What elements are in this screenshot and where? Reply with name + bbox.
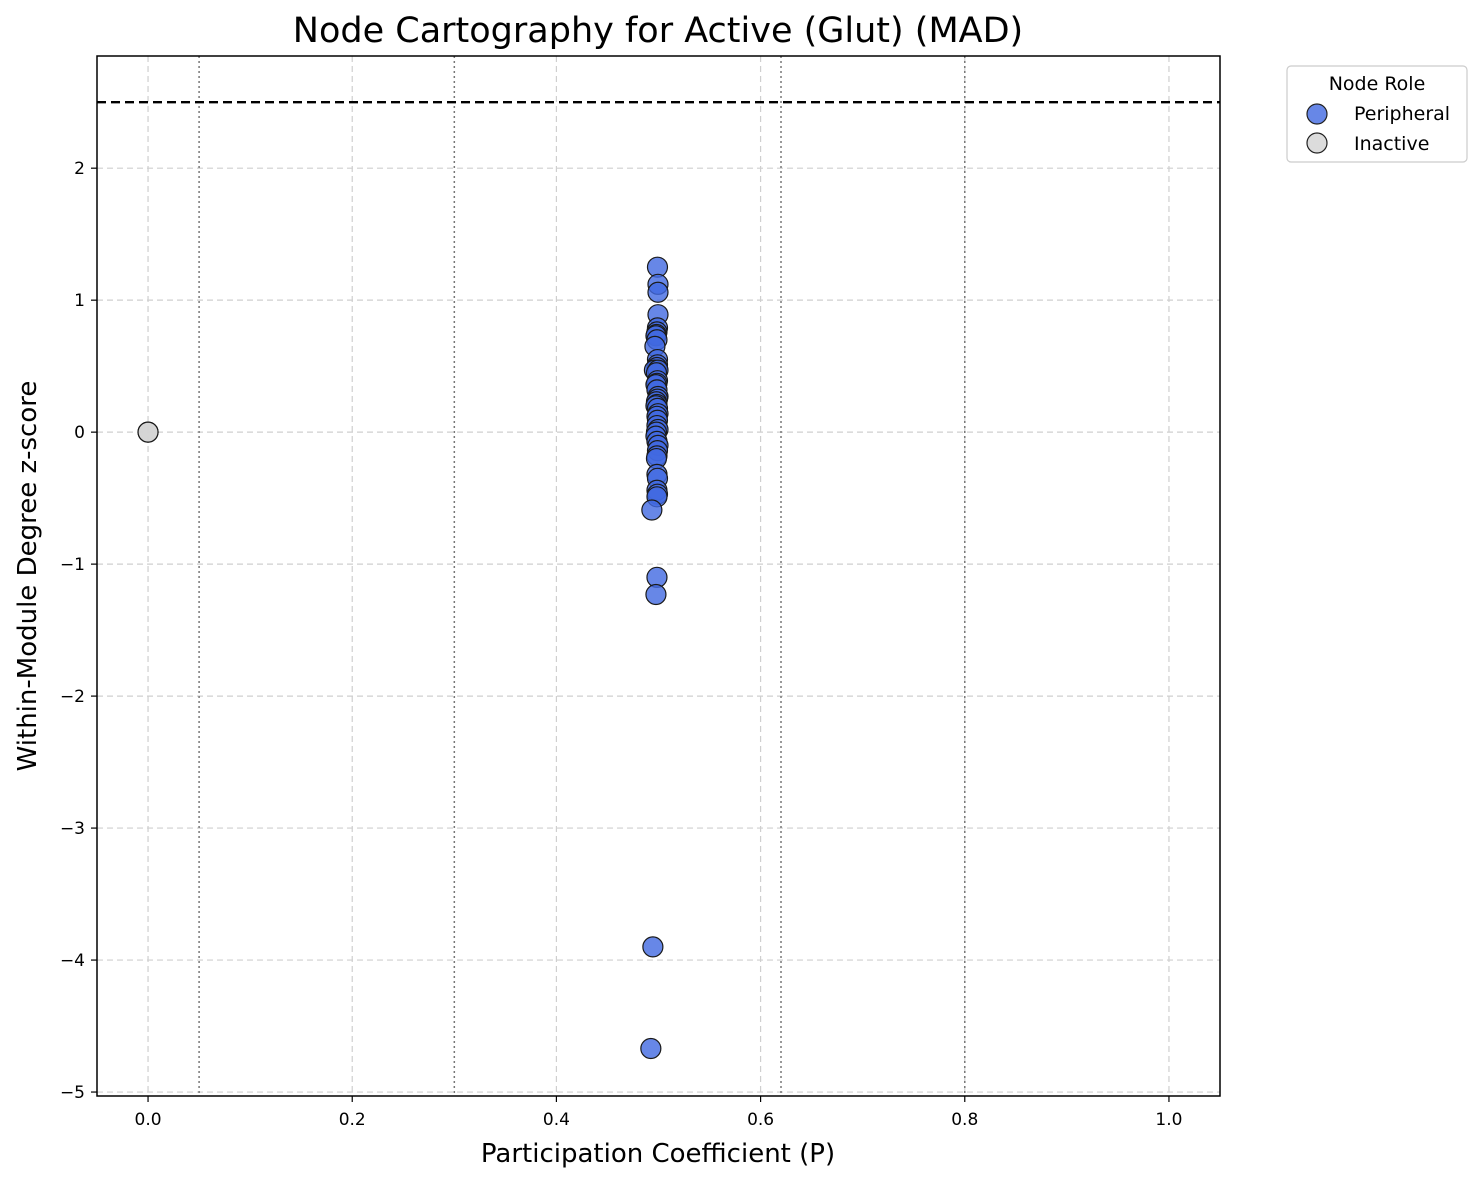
x-axis-ticks: 0.0 0.2 0.4 0.6 0.8 1.0 bbox=[135, 1096, 1182, 1130]
legend-marker-inactive bbox=[1306, 132, 1328, 154]
role-boundary-lines bbox=[198, 56, 966, 1096]
data-point-peripheral bbox=[642, 936, 664, 958]
data-points bbox=[137, 256, 669, 1060]
data-point-peripheral bbox=[645, 583, 667, 606]
plot-frame bbox=[96, 55, 1221, 1097]
legend-marker-peripheral bbox=[1306, 103, 1328, 125]
data-point-inactive bbox=[137, 421, 159, 443]
y-tick-label: −1 bbox=[60, 555, 85, 575]
x-tick-label: 0.6 bbox=[747, 1110, 774, 1130]
y-tick-label: 2 bbox=[74, 159, 85, 179]
legend: Node Role Peripheral Inactive bbox=[1286, 65, 1468, 163]
data-point-peripheral bbox=[640, 1037, 662, 1060]
chart-title: Node Cartography for Active (Glut) (MAD) bbox=[293, 11, 1023, 51]
y-axis-ticks: −5 −4 −3 −2 −1 0 1 2 bbox=[60, 159, 97, 1103]
y-axis-label: Within-Module Degree z-score bbox=[13, 381, 43, 772]
y-tick-label: −4 bbox=[60, 951, 85, 971]
legend-title: Node Role bbox=[1329, 73, 1426, 95]
x-tick-label: 1.0 bbox=[1155, 1110, 1182, 1130]
x-tick-label: 0.8 bbox=[951, 1110, 978, 1130]
x-tick-label: 0.4 bbox=[543, 1110, 570, 1130]
y-tick-label: −5 bbox=[60, 1083, 85, 1103]
x-axis-label: Participation Coefficient (P) bbox=[481, 1139, 835, 1169]
legend-frame bbox=[1286, 65, 1468, 163]
x-tick-label: 0.2 bbox=[339, 1110, 366, 1130]
data-point-peripheral bbox=[641, 499, 663, 521]
x-tick-label: 0.0 bbox=[135, 1110, 162, 1130]
y-tick-label: −2 bbox=[60, 687, 85, 707]
y-tick-label: 0 bbox=[74, 423, 85, 443]
y-tick-label: −3 bbox=[60, 819, 85, 839]
legend-label-inactive: Inactive bbox=[1354, 133, 1429, 155]
data-point-peripheral bbox=[647, 281, 669, 303]
legend-label-peripheral: Peripheral bbox=[1354, 103, 1450, 125]
y-tick-label: 1 bbox=[74, 291, 85, 311]
